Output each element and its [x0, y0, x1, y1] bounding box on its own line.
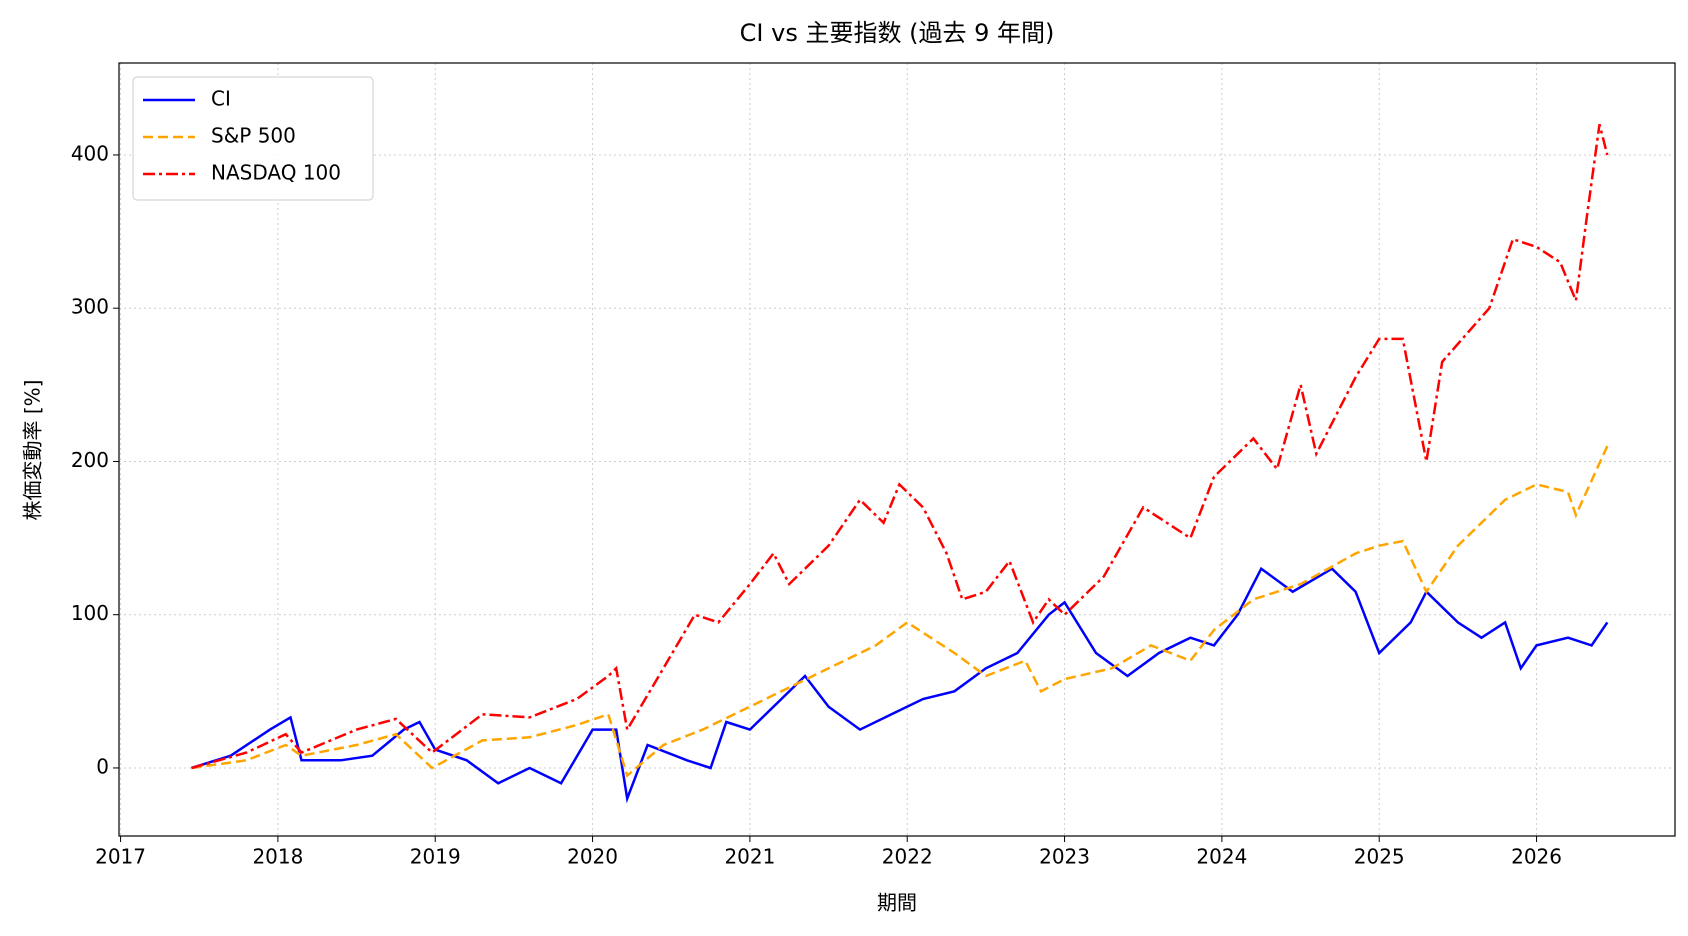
- x-tick-label: 2024: [1196, 845, 1247, 869]
- legend-label: NASDAQ 100: [211, 161, 341, 185]
- y-tick-label: 400: [71, 141, 109, 165]
- chart-title: CI vs 主要指数 (過去 9 年間): [740, 19, 1055, 47]
- x-tick-label: 2022: [882, 845, 933, 869]
- y-tick-label: 0: [96, 754, 109, 778]
- x-tick-label: 2017: [95, 845, 146, 869]
- x-tick-label: 2023: [1039, 845, 1090, 869]
- legend-box: [132, 76, 374, 201]
- x-tick-label: 2021: [724, 845, 775, 869]
- series-line: [191, 123, 1609, 770]
- legend-label: CI: [211, 87, 231, 111]
- series-line: [191, 566, 1609, 804]
- x-tick-label: 2026: [1511, 845, 1562, 869]
- x-tick-label: 2018: [252, 845, 303, 869]
- x-axis-label: 期間: [877, 891, 917, 915]
- y-tick-label: 300: [71, 295, 109, 319]
- y-axis-label: 株価変動率 [%]: [21, 380, 45, 521]
- x-tick-label: 2019: [410, 845, 461, 869]
- y-tick-label: 100: [71, 601, 109, 625]
- legend-label: S&P 500: [211, 124, 296, 148]
- y-tick-label: 200: [71, 448, 109, 472]
- series-line: [191, 445, 1609, 778]
- x-tick-label: 2025: [1354, 845, 1405, 869]
- x-tick-label: 2020: [567, 845, 618, 869]
- plot-frame: [118, 62, 1676, 837]
